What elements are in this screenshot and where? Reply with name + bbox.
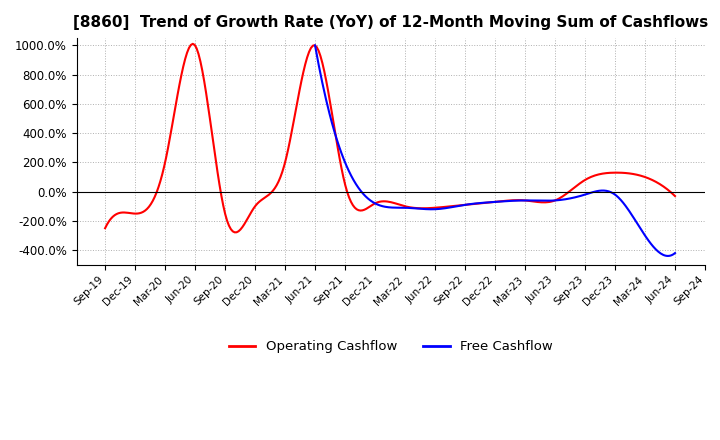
Free Cashflow bbox=[614, 195, 623, 200]
Free Cashflow bbox=[525, 198, 534, 203]
Operating Cashflow bbox=[103, 222, 112, 227]
Free Cashflow bbox=[311, 43, 320, 48]
Operating Cashflow bbox=[621, 170, 630, 176]
Free Cashflow bbox=[531, 198, 540, 203]
Operating Cashflow bbox=[442, 204, 451, 209]
Operating Cashflow bbox=[671, 194, 680, 199]
Title: [8860]  Trend of Growth Rate (YoY) of 12-Month Moving Sum of Cashflows: [8860] Trend of Growth Rate (YoY) of 12-… bbox=[73, 15, 708, 30]
Operating Cashflow bbox=[585, 175, 593, 180]
Operating Cashflow bbox=[454, 203, 462, 208]
Operating Cashflow bbox=[230, 230, 239, 235]
Free Cashflow bbox=[637, 227, 646, 232]
Free Cashflow bbox=[663, 253, 672, 259]
Free Cashflow bbox=[524, 198, 533, 203]
Free Cashflow bbox=[671, 250, 680, 256]
Operating Cashflow bbox=[189, 41, 197, 47]
Legend: Operating Cashflow, Free Cashflow: Operating Cashflow, Free Cashflow bbox=[223, 335, 558, 359]
Line: Operating Cashflow: Operating Cashflow bbox=[105, 44, 675, 232]
Free Cashflow bbox=[312, 49, 320, 55]
Operating Cashflow bbox=[444, 204, 452, 209]
Line: Free Cashflow: Free Cashflow bbox=[315, 45, 675, 256]
Operating Cashflow bbox=[101, 226, 109, 231]
